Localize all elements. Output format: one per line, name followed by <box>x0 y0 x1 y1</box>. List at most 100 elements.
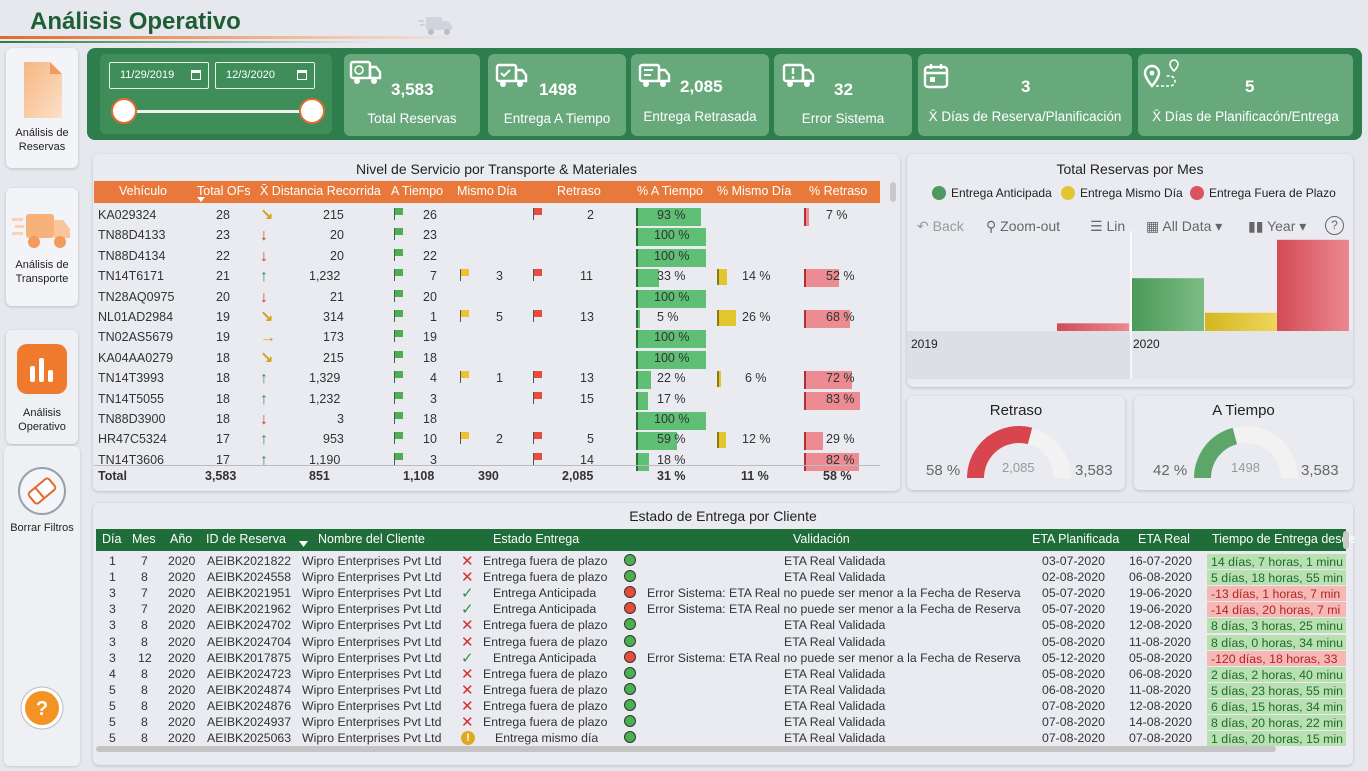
col-estado[interactable]: Estado Entrega <box>493 532 580 546</box>
table-row[interactable]: TN88D4134 22 ↓ 20 22 100 % <box>94 246 880 267</box>
clear-filters-button[interactable]: Borrar Filtros <box>6 466 78 534</box>
client-name: Wipro Enterprises Pvt Ltd <box>302 586 442 601</box>
start-date-input[interactable]: 11/29/2019 <box>109 62 209 89</box>
col-eta-plan[interactable]: ETA Planificada <box>1032 532 1120 546</box>
col-distancia[interactable]: X̄ Distancia Recorrida <box>260 184 381 198</box>
trend-arrow-icon: ↓ <box>260 411 268 428</box>
pct-a-tiempo-label: 17 % <box>657 391 686 406</box>
anio: 2020 <box>168 618 196 633</box>
delivery-v-scrollbar[interactable] <box>1343 531 1349 549</box>
end-date-input[interactable]: 12/3/2020 <box>215 62 315 89</box>
back-button[interactable]: ↶ Back <box>917 218 964 235</box>
col-anio[interactable]: Año <box>170 532 193 546</box>
col-cliente[interactable]: Nombre del Cliente <box>318 532 425 546</box>
nav-analisis-operativo[interactable]: Análisis Operativo <box>6 330 78 444</box>
delivery-time: 1 días, 20 horas, 15 min <box>1207 731 1346 747</box>
table-row[interactable]: KA04AA0279 18 ↘ 215 18 100 % <box>94 348 880 369</box>
delivery-h-scrollbar[interactable] <box>96 746 1276 752</box>
total-re: 2,085 <box>562 469 594 483</box>
bar-2020-2[interactable] <box>1277 239 1349 331</box>
list-button[interactable]: ☰ Lin <box>1090 218 1125 235</box>
table-row[interactable]: 3 8 2020 AEIBK2024704 Wipro Enterprises Pvt … <box>96 634 1346 650</box>
table-row[interactable]: 4 8 2020 AEIBK2024723 Wipro Enterprises Pvt … <box>96 666 1346 682</box>
delivery-status: Entrega fuera de plazo <box>483 570 608 585</box>
date-slider-track[interactable] <box>124 110 312 113</box>
col-pct-mismo-dia[interactable]: % Mismo Día <box>717 184 792 198</box>
client-name: Wipro Enterprises Pvt Ltd <box>302 554 442 568</box>
year-dropdown[interactable]: ▮▮ Year ▾ <box>1248 218 1307 234</box>
table-row[interactable]: 5 8 2020 AEIBK2025063 Wipro Enterprises Pvt … <box>96 730 1346 747</box>
table-row[interactable]: TN88D3900 18 ↓ 3 18 100 % <box>94 409 880 430</box>
table-row[interactable]: 1 7 2020 AEIBK2021822 Wipro Enterprises Pvt … <box>96 553 1346 569</box>
table-row[interactable]: TN14T3606 17 ↑ 1,190 3 14 18 % 82 % <box>94 450 880 471</box>
table-row[interactable]: 3 12 2020 AEIBK2017875 Wipro Enterprises Pvt… <box>96 650 1346 666</box>
flag-red-icon <box>533 391 542 404</box>
col-validacion[interactable]: Validación <box>793 532 850 546</box>
kpi-value: 32 <box>834 80 853 99</box>
nav-analisis-transporte[interactable]: Análisis de Transporte <box>6 188 78 306</box>
table-row[interactable]: 3 8 2020 AEIBK2024702 Wipro Enterprises Pvt … <box>96 617 1346 634</box>
col-mismo-dia[interactable]: Mismo Día <box>457 184 517 198</box>
table-row[interactable]: 1 8 2020 AEIBK2024558 Wipro Enterprises Pvt … <box>96 569 1346 586</box>
table-row[interactable]: NL01AD2984 19 ↘ 314 1 5 13 5 % 26 % 68 % <box>94 307 880 328</box>
retraso-count: 15 <box>580 391 594 406</box>
status-dot-red-icon <box>624 602 636 615</box>
col-a-tiempo[interactable]: A Tiempo <box>391 184 444 198</box>
table-row[interactable]: KA029324 28 ↘ 215 26 2 93 % 7 % <box>94 205 880 226</box>
col-retraso[interactable]: Retraso <box>557 184 601 198</box>
chart-help-button[interactable]: ? <box>1325 216 1344 235</box>
nav-label: Análisis Operativo <box>18 407 66 433</box>
col-eta-real[interactable]: ETA Real <box>1138 532 1190 546</box>
dia: 5 <box>109 731 116 746</box>
table-row[interactable]: TN14T6171 21 ↑ 1,232 7 3 11 33 % 14 % 52 % <box>94 266 880 288</box>
pct-mismo-dia-bar <box>717 371 722 388</box>
col-pct-retraso[interactable]: % Retraso <box>809 184 868 198</box>
col-total-ofs[interactable]: Total OFs <box>197 184 251 198</box>
table-row[interactable]: HR47C5324 17 ↑ 953 10 2 5 59 % 12 % 29 % <box>94 429 880 451</box>
bar-2019-2[interactable] <box>1057 323 1129 331</box>
trend-arrow-icon: ↑ <box>260 390 268 408</box>
table-row[interactable]: 3 7 2020 AEIBK2021951 Wipro Enterprises Pvt … <box>96 585 1346 602</box>
dia: 3 <box>109 650 116 665</box>
table-row[interactable]: 5 8 2020 AEIBK2024874 Wipro Enterprises Pvt … <box>96 682 1346 698</box>
table-row[interactable]: TN14T3993 18 ↑ 1,329 4 1 13 22 % 6 % 72 % <box>94 368 880 390</box>
vehicle-id: TN14T5055 <box>98 391 165 406</box>
pct-retraso-label: 29 % <box>826 432 855 447</box>
status-dot-green-icon <box>624 698 636 711</box>
bar-2020-1[interactable] <box>1205 312 1277 331</box>
flag-green-icon <box>394 289 403 302</box>
table-row[interactable]: 5 8 2020 AEIBK2024937 Wipro Enterprises Pvt … <box>96 714 1346 730</box>
service-scrollbar[interactable] <box>890 182 896 202</box>
table-row[interactable]: TN88D4133 23 ↓ 20 23 100 % <box>94 225 880 247</box>
retraso-count: 13 <box>580 371 594 386</box>
col-mes[interactable]: Mes <box>132 532 156 546</box>
date-slider-end-handle[interactable] <box>299 98 325 124</box>
anio: 2020 <box>168 554 196 568</box>
col-pct-a-tiempo[interactable]: % A Tiempo <box>637 184 704 198</box>
table-row[interactable]: TN28AQ0975 20 ↓ 21 20 100 % <box>94 287 880 308</box>
date-slider-start-handle[interactable] <box>111 98 137 124</box>
all-data-dropdown[interactable]: ▦ All Data ▾ <box>1146 218 1223 234</box>
table-row[interactable]: TN14T5055 18 ↑ 1,232 3 15 17 % 83 % <box>94 389 880 410</box>
anio: 2020 <box>168 682 196 697</box>
help-button[interactable]: ? <box>6 686 78 730</box>
pct-retraso-bar <box>804 269 839 288</box>
col-tiempo[interactable]: Tiempo de Entrega desde <box>1212 532 1356 546</box>
dia: 1 <box>109 554 116 568</box>
col-dia[interactable]: Día <box>102 532 122 546</box>
total-ofs: 28 <box>216 208 230 222</box>
bar-2020-0[interactable] <box>1132 278 1204 331</box>
mes: 8 <box>141 715 148 729</box>
kpi-label: Entrega Retrasada <box>643 109 757 124</box>
col-vehiculo[interactable]: Vehículo <box>119 184 167 198</box>
zoom-out-button[interactable]: ⚲ Zoom-out <box>986 218 1060 235</box>
col-id-reserva[interactable]: ID de Reserva <box>206 532 286 546</box>
table-row[interactable]: 3 7 2020 AEIBK2021962 Wipro Enterprises Pvt … <box>96 601 1346 618</box>
table-row[interactable]: 5 8 2020 AEIBK2024876 Wipro Enterprises Pvt … <box>96 698 1346 714</box>
nav-analisis-reservas[interactable]: Análisis de Reservas <box>6 48 78 168</box>
pct-retraso-label: 52 % <box>826 269 855 284</box>
table-row[interactable]: TN02AS5679 19 → 173 19 100 % <box>94 327 880 349</box>
total-ofs: 23 <box>216 228 230 243</box>
total-at: 1,108 <box>403 469 435 483</box>
zoom-out-icon: ⚲ <box>986 218 997 234</box>
